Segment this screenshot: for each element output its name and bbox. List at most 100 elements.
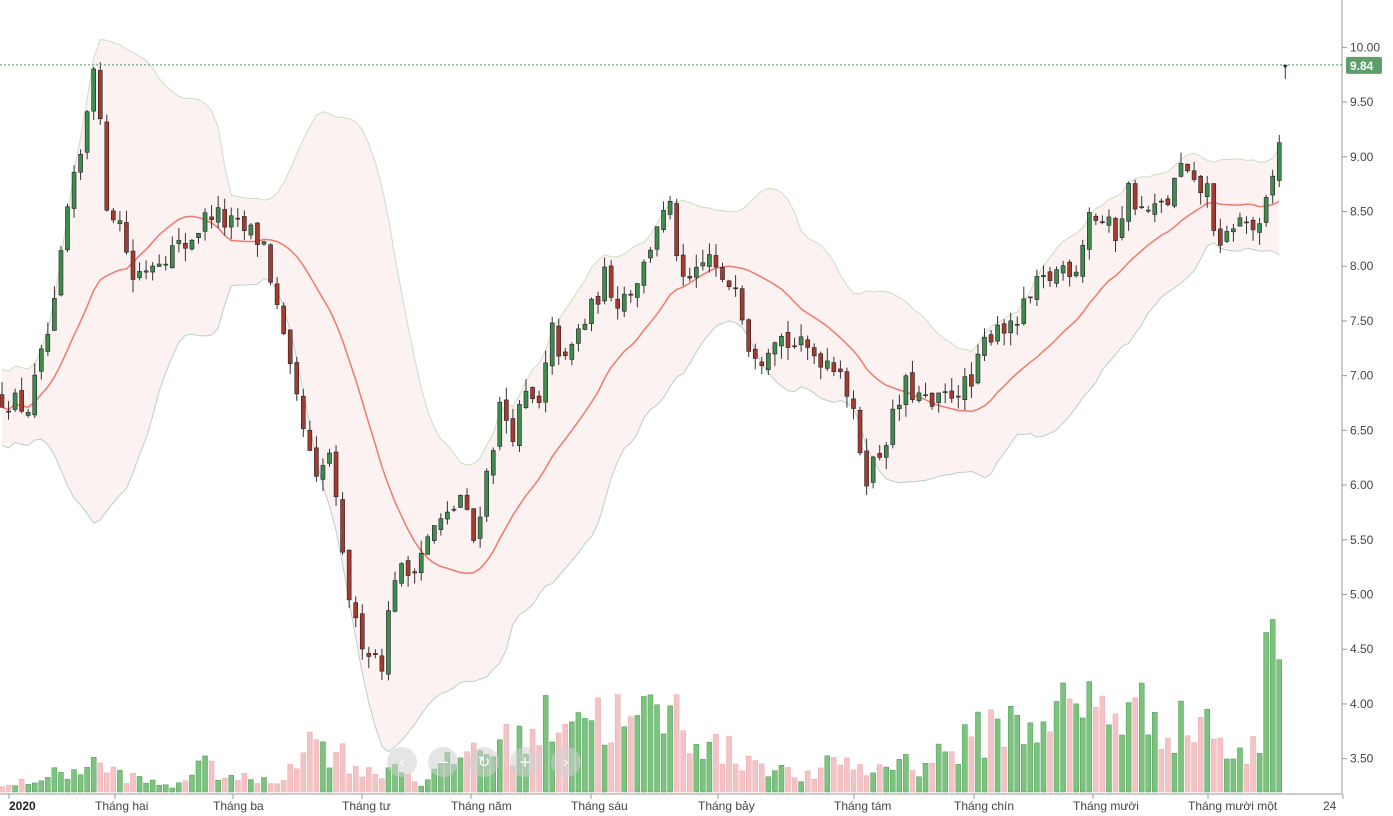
volume-bar xyxy=(274,783,280,793)
volume-bar xyxy=(104,772,110,793)
x-tick-label: 24 xyxy=(1323,799,1337,813)
candle xyxy=(464,488,470,511)
candle xyxy=(104,114,110,212)
volume-bar xyxy=(339,743,346,793)
candle xyxy=(536,390,542,409)
candle xyxy=(124,210,129,255)
candle xyxy=(1198,174,1203,205)
candle xyxy=(615,286,621,320)
volume-bar xyxy=(176,782,182,793)
candle xyxy=(995,316,1000,345)
candle xyxy=(97,62,103,125)
candle xyxy=(255,222,260,257)
candle xyxy=(982,328,987,362)
volume-bar xyxy=(25,784,31,793)
volume-bar xyxy=(542,695,549,793)
candle xyxy=(713,244,719,277)
x-tick-label: Tháng sáu xyxy=(571,799,628,813)
volume-bar xyxy=(687,753,693,793)
candle xyxy=(549,316,555,375)
volume-bar xyxy=(713,733,719,793)
x-tick-label: 2020 xyxy=(9,799,36,813)
volume-bar xyxy=(254,783,261,793)
navigation-controls[interactable]: ‹ − ↻ + › xyxy=(387,747,581,777)
candle xyxy=(58,245,64,297)
candle xyxy=(582,318,588,331)
candle xyxy=(805,335,810,361)
candle xyxy=(359,604,365,660)
zoom-out-button[interactable]: − xyxy=(428,747,458,777)
volume-bar xyxy=(641,696,647,793)
volume-bar xyxy=(182,780,189,793)
candle xyxy=(1257,217,1262,245)
zoom-in-button[interactable]: + xyxy=(510,747,540,777)
volume-bar xyxy=(32,782,38,793)
svg-text:›: › xyxy=(563,753,569,771)
bollinger-bands xyxy=(1,39,1280,753)
volume-bar xyxy=(241,772,248,793)
candle xyxy=(1073,265,1079,278)
candle xyxy=(183,233,188,262)
volume-bar xyxy=(837,764,844,793)
candle xyxy=(425,534,431,555)
candle xyxy=(1139,196,1144,210)
volume-bar xyxy=(1224,758,1230,793)
candle xyxy=(517,400,522,452)
candle xyxy=(962,368,968,410)
reset-button[interactable]: ↻ xyxy=(469,747,499,777)
candle xyxy=(287,329,293,374)
volume-bar xyxy=(64,778,71,793)
y-tick-label: 4.00 xyxy=(1350,697,1374,711)
candle xyxy=(916,385,922,403)
candle xyxy=(818,351,824,380)
overlay xyxy=(0,64,1342,79)
moving-average-line xyxy=(1,200,1280,574)
candle xyxy=(838,360,843,379)
volume-bar xyxy=(1184,735,1191,793)
candle xyxy=(1126,181,1131,231)
candle xyxy=(340,492,345,555)
candle xyxy=(392,571,398,613)
candle xyxy=(779,333,784,359)
volume-bar xyxy=(346,773,352,793)
candle xyxy=(333,445,339,506)
candle xyxy=(314,436,319,482)
candle xyxy=(143,260,149,280)
y-tick-label: 4.50 xyxy=(1350,642,1374,656)
candle xyxy=(1001,319,1007,346)
volume-bar xyxy=(804,770,811,793)
volume-bar xyxy=(12,785,18,793)
volume-bar xyxy=(988,709,994,793)
candle xyxy=(150,262,155,281)
volume-bar xyxy=(117,769,123,793)
band-lower-line xyxy=(1,242,1280,753)
volume-bar xyxy=(1119,734,1125,793)
volume-bar xyxy=(791,777,798,793)
candle xyxy=(412,568,417,584)
volume-bar xyxy=(1001,746,1007,793)
volume-bar xyxy=(1138,682,1145,793)
candle xyxy=(445,501,450,525)
candle xyxy=(510,408,516,447)
volume-bar xyxy=(1112,713,1119,793)
back-button[interactable]: ‹ xyxy=(387,747,417,777)
candle xyxy=(320,458,326,492)
volume-bar xyxy=(90,757,97,793)
forward-button[interactable]: › xyxy=(551,747,581,777)
candle xyxy=(137,262,142,281)
volume-bar xyxy=(503,724,510,793)
volume-bar xyxy=(366,767,372,793)
volume-bar xyxy=(130,773,136,793)
candle xyxy=(693,254,699,288)
volume-bar xyxy=(582,718,588,793)
volume-bar xyxy=(1263,632,1269,793)
volume-bar xyxy=(975,711,981,793)
volume-bar xyxy=(189,774,195,793)
volume-bar xyxy=(136,776,143,793)
candle xyxy=(1060,260,1066,281)
volume-bar xyxy=(745,756,752,793)
candle xyxy=(373,649,378,659)
volume-bar xyxy=(1269,619,1276,793)
candle xyxy=(733,275,738,297)
